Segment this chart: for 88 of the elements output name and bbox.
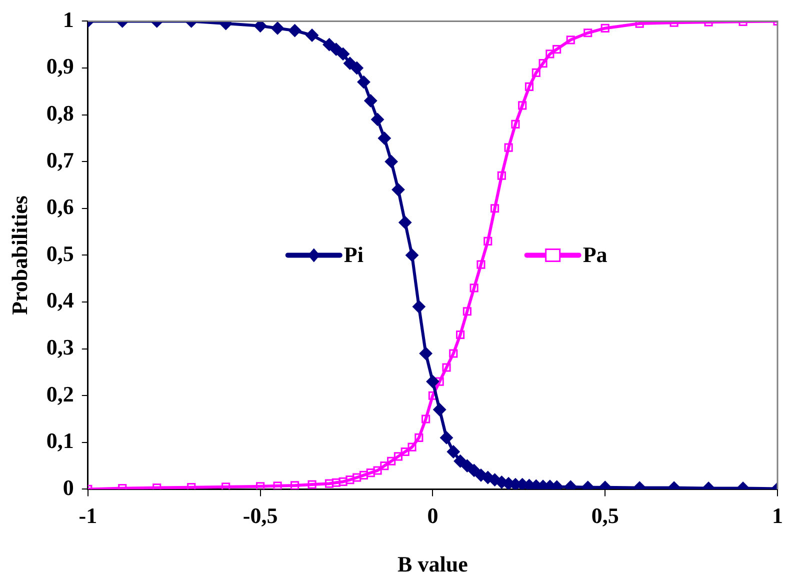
y-tick-label: 0,5 [46, 240, 74, 266]
point [422, 414, 430, 424]
point [338, 477, 348, 486]
y-tick-label: 0,4 [46, 288, 74, 313]
point [552, 44, 562, 54]
point [398, 216, 412, 229]
point [273, 482, 282, 490]
point [584, 28, 592, 38]
point [336, 47, 350, 60]
point [490, 204, 500, 213]
point [322, 38, 336, 52]
point [419, 346, 432, 360]
point [476, 260, 486, 269]
point [504, 143, 513, 152]
y-tick-label: 0,1 [46, 428, 74, 454]
point [426, 375, 440, 388]
legend-label: Pa [582, 242, 608, 267]
point [532, 68, 540, 77]
point [380, 462, 389, 470]
point [350, 62, 364, 74]
point [387, 456, 396, 466]
point [373, 466, 382, 475]
point [460, 459, 474, 472]
point [378, 132, 391, 145]
point [446, 445, 460, 458]
point [414, 433, 424, 442]
point [600, 24, 610, 33]
point [254, 21, 267, 32]
point [359, 470, 368, 480]
point [330, 42, 343, 56]
y-tick-label: 0 [62, 474, 74, 500]
point [511, 120, 520, 128]
point [468, 464, 481, 477]
y-axis-title: Probabilities [6, 195, 32, 315]
point [392, 183, 405, 196]
point [352, 473, 362, 482]
point [462, 307, 472, 316]
point [449, 349, 458, 358]
point [332, 478, 340, 487]
point [484, 236, 492, 246]
point [290, 481, 300, 490]
point [524, 82, 534, 92]
point [546, 50, 554, 58]
point [400, 447, 410, 456]
point [433, 403, 446, 416]
point [346, 476, 354, 484]
point [384, 155, 398, 168]
point [635, 21, 644, 28]
point [412, 300, 426, 314]
point [324, 479, 334, 488]
point [308, 480, 316, 489]
point [538, 59, 548, 68]
point [470, 284, 478, 292]
x-tick-label: -0,5 [242, 503, 278, 528]
point [366, 468, 375, 478]
x-tick-label: -1 [78, 503, 98, 528]
point [394, 452, 403, 461]
x-tick-label: 0,5 [591, 503, 619, 528]
point [357, 76, 370, 89]
point [408, 442, 416, 452]
y-tick-label: 0,8 [46, 100, 74, 126]
point [497, 171, 506, 180]
point [440, 431, 453, 444]
point [435, 377, 444, 386]
y-tick-label: 0,9 [46, 54, 74, 79]
y-tick-label: 0,6 [46, 194, 74, 220]
y-tick-label: 0,3 [46, 334, 74, 360]
point [187, 483, 196, 490]
x-tick-label: 1 [772, 503, 783, 528]
x-axis-title: B value [398, 551, 468, 576]
y-tick-label: 1 [62, 6, 74, 32]
point [566, 36, 575, 44]
point [371, 112, 384, 126]
point [271, 22, 284, 35]
legend-label: Pi [344, 242, 364, 267]
point [454, 454, 467, 468]
y-tick-label: 0,2 [46, 381, 74, 406]
point [406, 248, 419, 262]
point [222, 482, 230, 490]
point [306, 28, 319, 42]
y-tick-label: 0,7 [46, 147, 74, 172]
point [518, 101, 527, 110]
point [442, 363, 451, 372]
point [364, 94, 378, 108]
x-tick-label: 0 [427, 503, 438, 528]
point [256, 482, 265, 490]
point [288, 24, 302, 38]
point [456, 330, 465, 340]
